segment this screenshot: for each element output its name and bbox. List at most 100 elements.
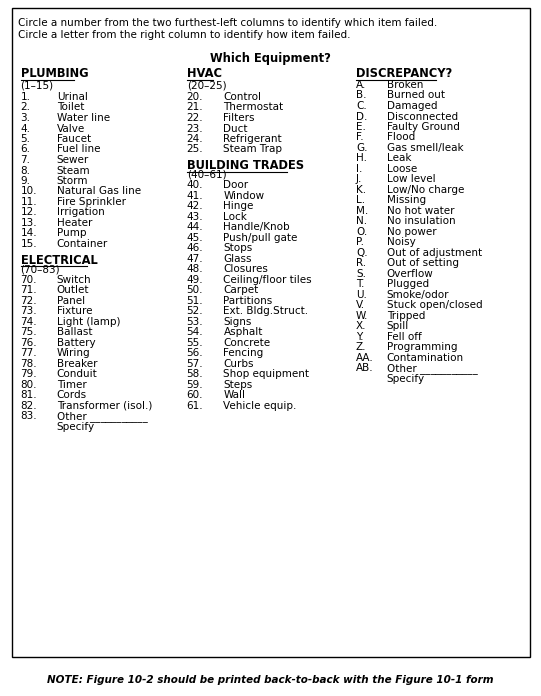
- Text: Water line: Water line: [57, 113, 110, 123]
- Text: Missing: Missing: [387, 196, 426, 205]
- Text: Toilet: Toilet: [57, 102, 84, 113]
- Text: Gas smell/leak: Gas smell/leak: [387, 143, 464, 153]
- Text: AA.: AA.: [356, 353, 374, 363]
- Text: 42.: 42.: [187, 201, 203, 211]
- Text: Fuel line: Fuel line: [57, 145, 100, 155]
- Text: Flood: Flood: [387, 132, 415, 143]
- Text: 59.: 59.: [187, 380, 203, 390]
- Text: 23.: 23.: [187, 123, 203, 134]
- Text: Battery: Battery: [57, 338, 95, 348]
- Text: 78.: 78.: [21, 358, 37, 369]
- Text: Spill: Spill: [387, 322, 409, 331]
- Text: Ext. Bldg.Struct.: Ext. Bldg.Struct.: [223, 306, 308, 316]
- Text: Ballast: Ballast: [57, 327, 93, 337]
- Text: Natural Gas line: Natural Gas line: [57, 187, 141, 196]
- Text: HVAC: HVAC: [187, 67, 222, 80]
- Text: Concrete: Concrete: [223, 338, 270, 348]
- Text: Outlet: Outlet: [57, 285, 89, 295]
- Text: Noisy: Noisy: [387, 237, 415, 248]
- Text: 20.: 20.: [187, 92, 203, 102]
- Text: 75.: 75.: [21, 327, 37, 337]
- Text: 54.: 54.: [187, 327, 203, 337]
- Text: Container: Container: [57, 239, 108, 249]
- Text: DISCREPANCY?: DISCREPANCY?: [356, 67, 452, 80]
- Text: Disconnected: Disconnected: [387, 111, 458, 122]
- Text: 40.: 40.: [187, 180, 203, 190]
- Text: 12.: 12.: [21, 207, 37, 217]
- Text: N.: N.: [356, 216, 367, 226]
- Text: J.: J.: [356, 175, 362, 184]
- Text: Fencing: Fencing: [223, 348, 263, 358]
- Text: Out of setting: Out of setting: [387, 258, 459, 269]
- Text: 48.: 48.: [187, 264, 203, 274]
- Text: PLUMBING: PLUMBING: [21, 67, 88, 80]
- Text: 10.: 10.: [21, 187, 37, 196]
- Text: T.: T.: [356, 280, 364, 290]
- Text: Stuck open/closed: Stuck open/closed: [387, 301, 483, 310]
- Text: 8.: 8.: [21, 166, 30, 175]
- Text: No hot water: No hot water: [387, 206, 454, 216]
- Text: 22.: 22.: [187, 113, 203, 123]
- Text: 13.: 13.: [21, 218, 37, 228]
- Text: 72.: 72.: [21, 296, 37, 306]
- Text: Fixture: Fixture: [57, 306, 93, 316]
- Text: 74.: 74.: [21, 317, 37, 326]
- Text: O.: O.: [356, 227, 367, 237]
- Text: 51.: 51.: [187, 296, 203, 306]
- Text: Wiring: Wiring: [57, 348, 90, 358]
- Text: Conduit: Conduit: [57, 369, 97, 379]
- Text: Heater: Heater: [57, 218, 92, 228]
- Text: Faulty Ground: Faulty Ground: [387, 122, 460, 132]
- Text: Sewer: Sewer: [57, 155, 89, 165]
- Text: Storm: Storm: [57, 176, 88, 186]
- Text: S.: S.: [356, 269, 366, 279]
- Text: Cords: Cords: [57, 390, 87, 400]
- Text: 47.: 47.: [187, 254, 203, 264]
- Text: Leak: Leak: [387, 154, 411, 164]
- Text: Circle a letter from the right column to identify how item failed.: Circle a letter from the right column to…: [18, 30, 351, 40]
- Text: (70–83): (70–83): [21, 264, 60, 274]
- Text: Stops: Stops: [223, 243, 253, 253]
- Text: Thermostat: Thermostat: [223, 102, 283, 113]
- Text: Irrigation: Irrigation: [57, 207, 104, 217]
- Text: Low level: Low level: [387, 175, 436, 184]
- Text: 43.: 43.: [187, 212, 203, 222]
- Text: 15.: 15.: [21, 239, 37, 249]
- Text: 53.: 53.: [187, 317, 203, 326]
- Text: Which Equipment?: Which Equipment?: [210, 52, 331, 65]
- Text: Q.: Q.: [356, 248, 367, 258]
- Text: No insulation: No insulation: [387, 216, 456, 226]
- Text: Handle/Knob: Handle/Knob: [223, 222, 290, 232]
- Text: ELECTRICAL: ELECTRICAL: [21, 254, 97, 267]
- Text: Low/No charge: Low/No charge: [387, 185, 464, 195]
- Text: W.: W.: [356, 311, 368, 321]
- Text: X.: X.: [356, 322, 366, 331]
- Text: 57.: 57.: [187, 358, 203, 369]
- Text: 5.: 5.: [21, 134, 30, 144]
- Text: (1–15): (1–15): [21, 80, 54, 90]
- Text: Panel: Panel: [57, 296, 85, 306]
- Text: Hinge: Hinge: [223, 201, 254, 211]
- Text: BUILDING TRADES: BUILDING TRADES: [187, 159, 304, 172]
- Text: Switch: Switch: [57, 275, 91, 285]
- Text: 71.: 71.: [21, 285, 37, 295]
- Text: NOTE: Figure 10-2 should be printed back-to-back with the Figure 10-1 form: NOTE: Figure 10-2 should be printed back…: [47, 675, 494, 685]
- Text: 46.: 46.: [187, 243, 203, 253]
- Text: 4.: 4.: [21, 123, 30, 134]
- Text: (20–25): (20–25): [187, 80, 226, 90]
- Text: U.: U.: [356, 290, 367, 300]
- Text: 73.: 73.: [21, 306, 37, 316]
- Text: 55.: 55.: [187, 338, 203, 348]
- Text: 70.: 70.: [21, 275, 37, 285]
- Text: I.: I.: [356, 164, 362, 174]
- Text: Glass: Glass: [223, 254, 252, 264]
- Text: 3.: 3.: [21, 113, 30, 123]
- Text: E.: E.: [356, 122, 366, 132]
- Text: 2.: 2.: [21, 102, 30, 113]
- Text: Partitions: Partitions: [223, 296, 273, 306]
- Text: 14.: 14.: [21, 228, 37, 239]
- Text: Steps: Steps: [223, 380, 253, 390]
- Text: Specify: Specify: [57, 422, 95, 432]
- Text: 6.: 6.: [21, 145, 30, 155]
- Text: Tripped: Tripped: [387, 311, 425, 321]
